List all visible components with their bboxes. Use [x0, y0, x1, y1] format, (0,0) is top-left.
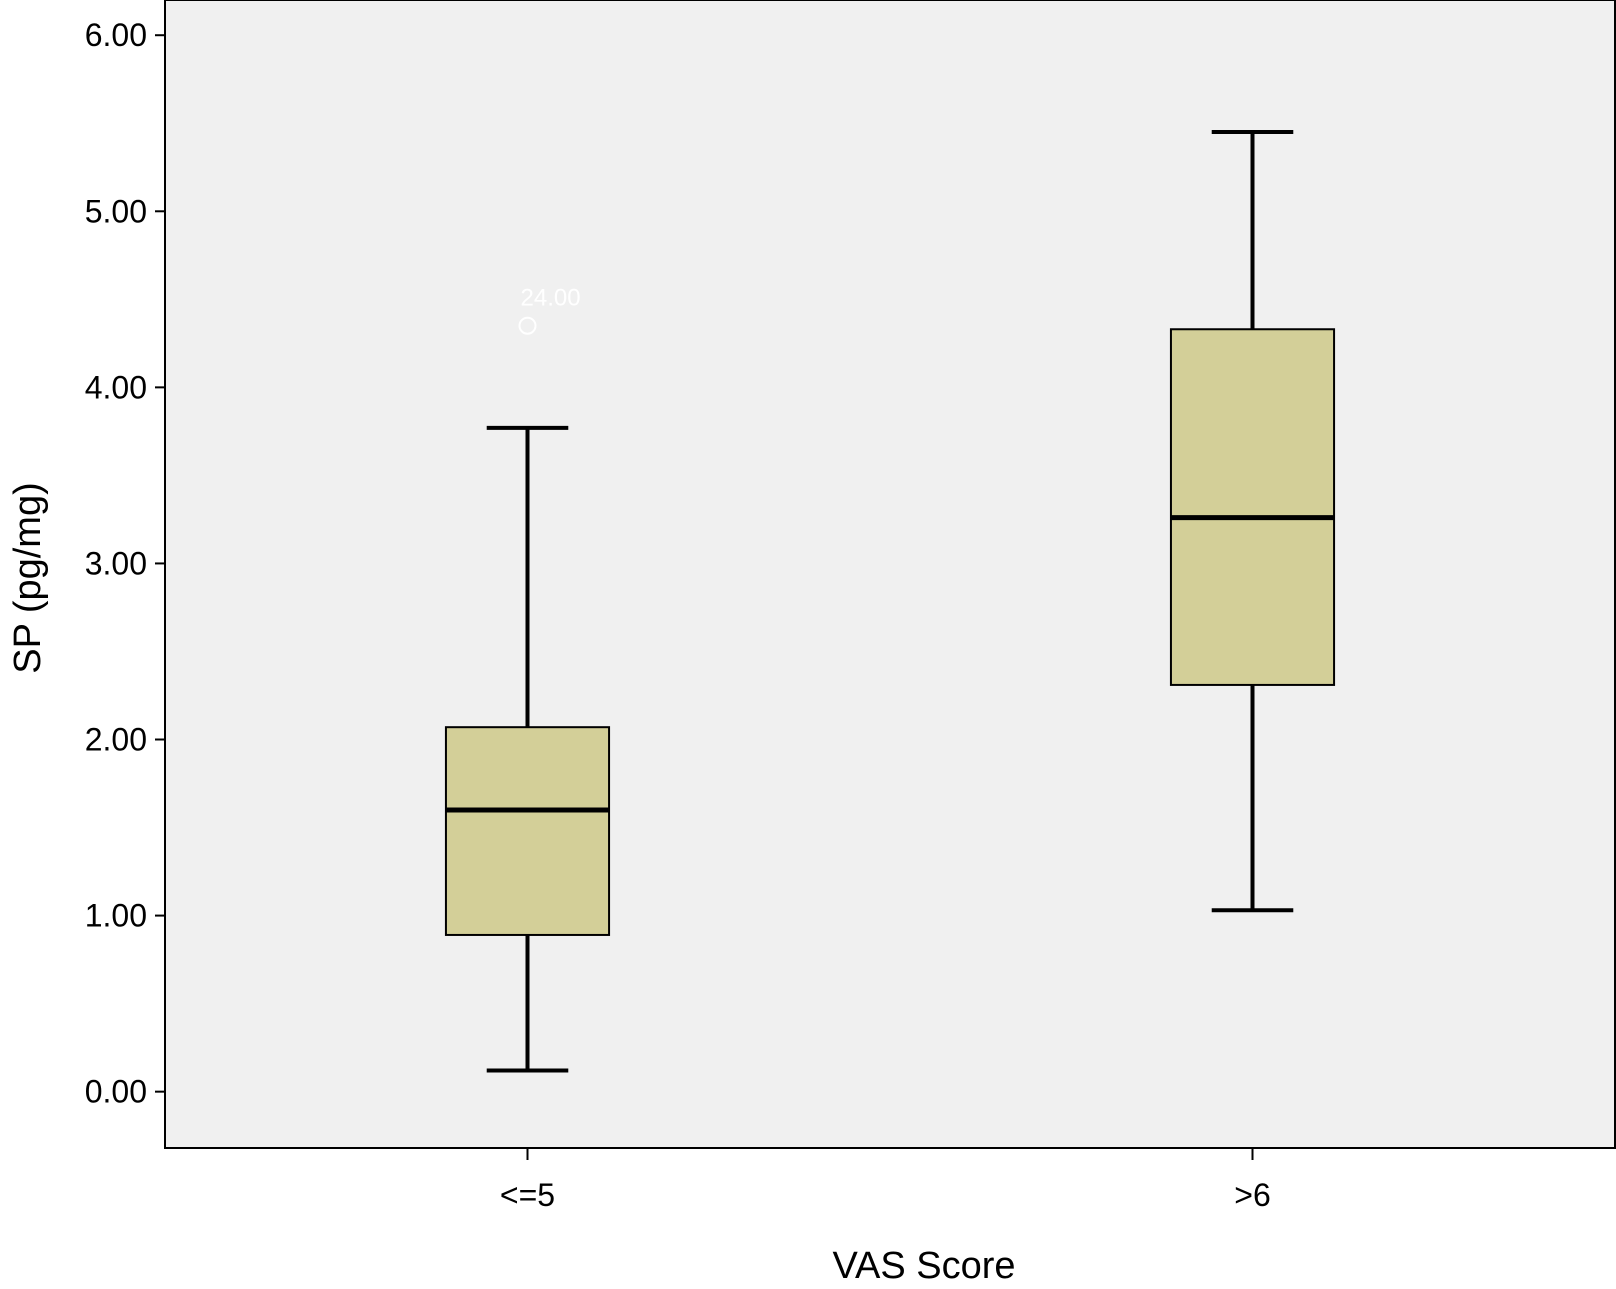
iqr-box [444, 726, 611, 936]
y-tick-label: 0.00 [85, 1074, 147, 1110]
y-axis-title: SP (pg/mg) [7, 482, 49, 673]
x-axis-title: VAS Score [832, 1245, 1015, 1287]
y-tick-label: 6.00 [85, 17, 147, 53]
x-tick-label: >6 [1234, 1177, 1270, 1213]
box-group-2 [1169, 130, 1336, 913]
y-tick-label: 4.00 [85, 369, 147, 405]
y-tick-label: 2.00 [85, 722, 147, 758]
outlier-label: 24.00 [521, 285, 581, 312]
x-axis: <=5 >6 [500, 1148, 1271, 1213]
y-axis: 0.00 1.00 2.00 3.00 4.00 5.00 6.00 [85, 17, 165, 1110]
boxes-layer: 24.00 [444, 130, 1336, 1073]
x-tick-label: <=5 [500, 1177, 555, 1213]
y-tick-label: 1.00 [85, 898, 147, 934]
outlier-point [518, 316, 537, 335]
iqr-box [1169, 328, 1336, 686]
y-tick-label: 5.00 [85, 193, 147, 229]
box-group-1: 24.00 [444, 285, 611, 1073]
y-tick-label: 3.00 [85, 545, 147, 581]
plot-area [164, 0, 1616, 1149]
